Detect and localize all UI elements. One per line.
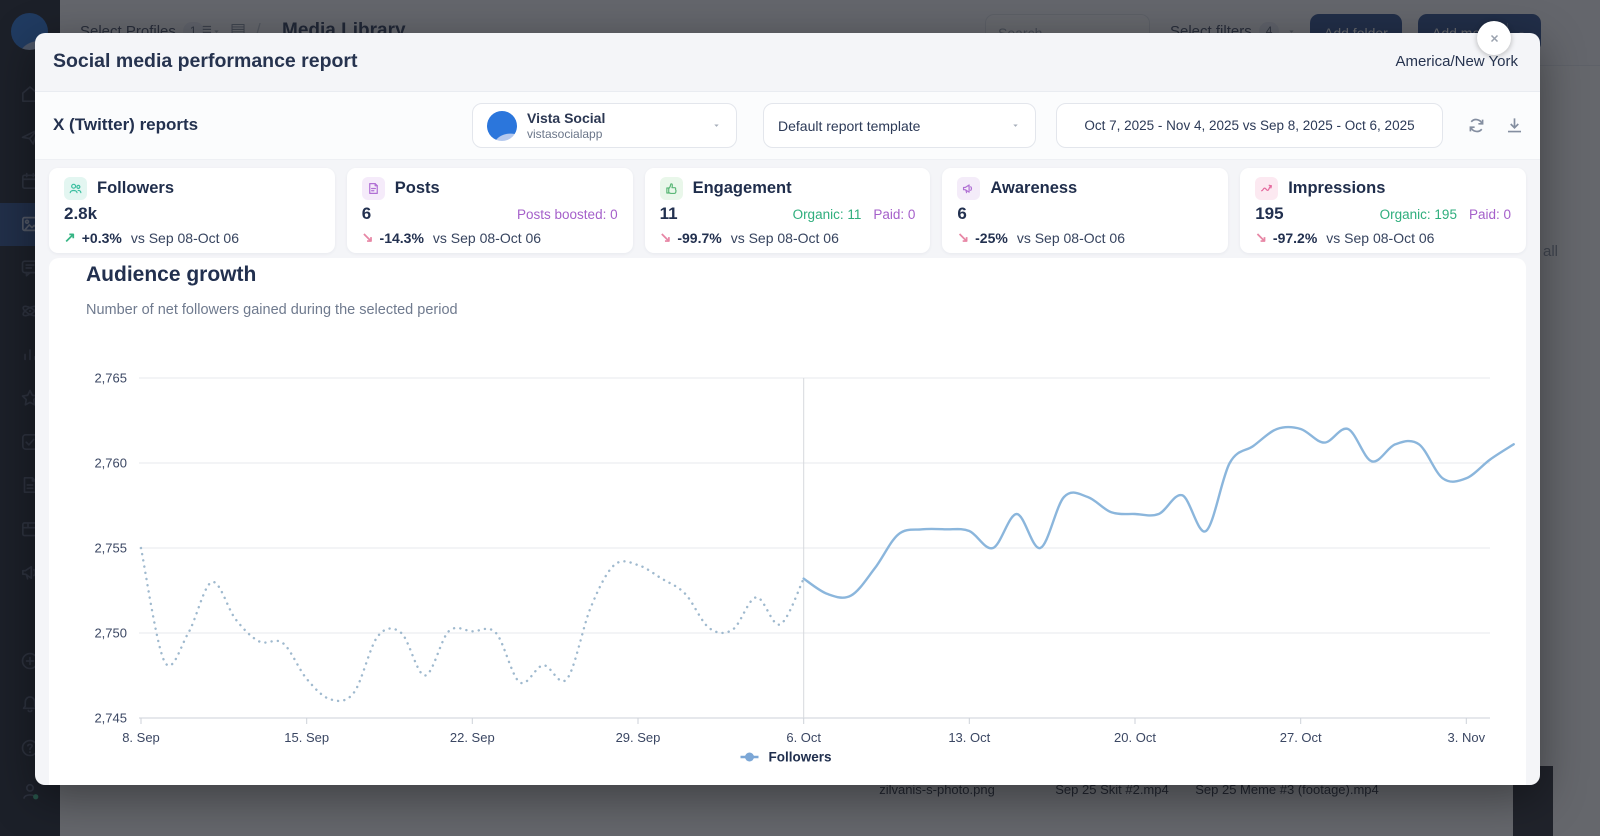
audience-growth-chart: 2,745 2,750 2,755 2,760 2,765 8. Sep 15. Sep 22… bbox=[49, 350, 1526, 775]
trend-down-icon: ↘ bbox=[659, 229, 672, 245]
date-range-label: Oct 7, 2025 - Nov 4, 2025 vs Sep 8, 2025… bbox=[1084, 118, 1415, 133]
card-extra-organic: Organic: 11 bbox=[792, 207, 862, 222]
card-extra-organic: Organic: 195 bbox=[1379, 207, 1457, 222]
report-modal: Social media performance report America/… bbox=[35, 33, 1540, 785]
svg-text:Followers: Followers bbox=[769, 750, 832, 765]
impressions-icon bbox=[1255, 177, 1279, 200]
card-compare-period: vs Sep 08-Oct 06 bbox=[1016, 229, 1125, 246]
template-select[interactable]: Default report template bbox=[763, 103, 1036, 148]
card-change: -99.7% bbox=[677, 229, 722, 246]
card-label: Impressions bbox=[1288, 179, 1386, 197]
svg-text:6. Oct: 6. Oct bbox=[786, 730, 821, 745]
card-label: Followers bbox=[97, 179, 175, 197]
modal-title: Social media performance report bbox=[53, 50, 358, 72]
trend-down-icon: ↘ bbox=[957, 229, 970, 245]
metric-card-posts: Posts 6 Posts boosted: 0 ↘ -14.3% vs Sep… bbox=[346, 168, 633, 253]
card-label: Engagement bbox=[692, 179, 792, 197]
svg-text:15. Sep: 15. Sep bbox=[284, 730, 329, 745]
engagement-icon bbox=[659, 177, 683, 200]
chevron-down-icon bbox=[1013, 124, 1018, 127]
card-change: +0.3% bbox=[81, 229, 122, 246]
close-button[interactable] bbox=[1477, 21, 1511, 55]
svg-text:13. Oct: 13. Oct bbox=[948, 730, 990, 745]
section-title: Audience growth bbox=[86, 263, 257, 286]
profile-handle: vistasocialapp bbox=[527, 127, 603, 142]
card-value: 6 bbox=[361, 204, 372, 223]
svg-text:27. Oct: 27. Oct bbox=[1280, 730, 1322, 745]
card-change: -97.2% bbox=[1272, 229, 1318, 246]
profile-avatar bbox=[487, 110, 517, 141]
card-value: 11 bbox=[659, 204, 678, 223]
card-compare-period: vs Sep 08-Oct 06 bbox=[730, 229, 839, 246]
svg-text:3. Nov: 3. Nov bbox=[1448, 730, 1486, 745]
section-subtitle: Number of net followers gained during th… bbox=[86, 302, 458, 318]
download-icon bbox=[1507, 118, 1521, 133]
card-compare-period: vs Sep 08-Oct 06 bbox=[130, 229, 239, 246]
followers-icon bbox=[64, 177, 87, 200]
svg-text:2,755: 2,755 bbox=[94, 541, 127, 556]
card-change: -14.3% bbox=[379, 229, 424, 246]
card-compare-period: vs Sep 08-Oct 06 bbox=[1326, 229, 1435, 246]
card-value: 6 bbox=[957, 204, 967, 223]
metric-card-impressions: Impressions 195 Organic: 195 Paid: 0 ↘ -9… bbox=[1240, 168, 1526, 253]
svg-text:20. Oct: 20. Oct bbox=[1114, 730, 1156, 745]
audience-growth-panel: Audience growth Number of net followers … bbox=[49, 258, 1526, 785]
refresh-icon bbox=[1469, 118, 1483, 133]
metric-card-followers: Followers 2.8k ↗ +0.3% vs Sep 08-Oct 06 bbox=[49, 168, 335, 253]
report-type-title: X (Twitter) reports bbox=[53, 115, 199, 134]
modal-header: Social media performance report America/… bbox=[35, 33, 1540, 92]
card-extra-paid: Paid: 0 bbox=[873, 207, 916, 222]
profile-name: Vista Social bbox=[527, 109, 606, 126]
card-label: Posts bbox=[394, 179, 440, 197]
card-value: 195 bbox=[1255, 204, 1284, 223]
profile-select[interactable]: Vista Social vistasocialapp bbox=[472, 103, 737, 148]
svg-text:22. Sep: 22. Sep bbox=[450, 730, 495, 745]
card-extra-boosted: Posts boosted: 0 bbox=[517, 207, 618, 222]
svg-text:8. Sep: 8. Sep bbox=[122, 730, 160, 745]
metric-cards-row: Followers 2.8k ↗ +0.3% vs Sep 08-Oct 06 … bbox=[49, 168, 1526, 253]
svg-text:2,750: 2,750 bbox=[94, 626, 127, 641]
card-compare-period: vs Sep 08-Oct 06 bbox=[432, 229, 542, 246]
metric-card-awareness: Awareness 6 ↘ -25% vs Sep 08-Oct 06 bbox=[942, 168, 1229, 253]
card-label: Awareness bbox=[990, 179, 1078, 197]
svg-text:2,760: 2,760 bbox=[94, 456, 127, 471]
svg-text:2,745: 2,745 bbox=[94, 711, 127, 726]
trend-down-icon: ↘ bbox=[361, 229, 374, 245]
report-controls: X (Twitter) reports Vista Social vistaso… bbox=[35, 92, 1540, 160]
template-label: Default report template bbox=[778, 117, 921, 134]
posts-icon bbox=[361, 177, 385, 200]
date-range-picker[interactable]: Oct 7, 2025 - Nov 4, 2025 vs Sep 8, 2025… bbox=[1056, 103, 1443, 148]
card-value: 2.8k bbox=[64, 204, 98, 223]
metric-card-engagement: Engagement 11 Organic: 11 Paid: 0 ↘ -99.7… bbox=[644, 168, 931, 253]
svg-text:2,765: 2,765 bbox=[94, 371, 127, 386]
refresh-button[interactable] bbox=[1465, 115, 1487, 137]
chevron-down-icon bbox=[714, 124, 719, 127]
download-button[interactable] bbox=[1503, 115, 1525, 137]
svg-text:29. Sep: 29. Sep bbox=[616, 730, 661, 745]
trend-down-icon: ↘ bbox=[1255, 229, 1267, 245]
trend-up-icon: ↗ bbox=[64, 229, 76, 245]
card-extra-paid: Paid: 0 bbox=[1468, 207, 1511, 222]
awareness-icon bbox=[957, 177, 981, 200]
timezone-label: America/New York bbox=[1395, 53, 1518, 70]
card-change: -25% bbox=[975, 229, 1008, 246]
close-icon bbox=[1490, 34, 1498, 42]
